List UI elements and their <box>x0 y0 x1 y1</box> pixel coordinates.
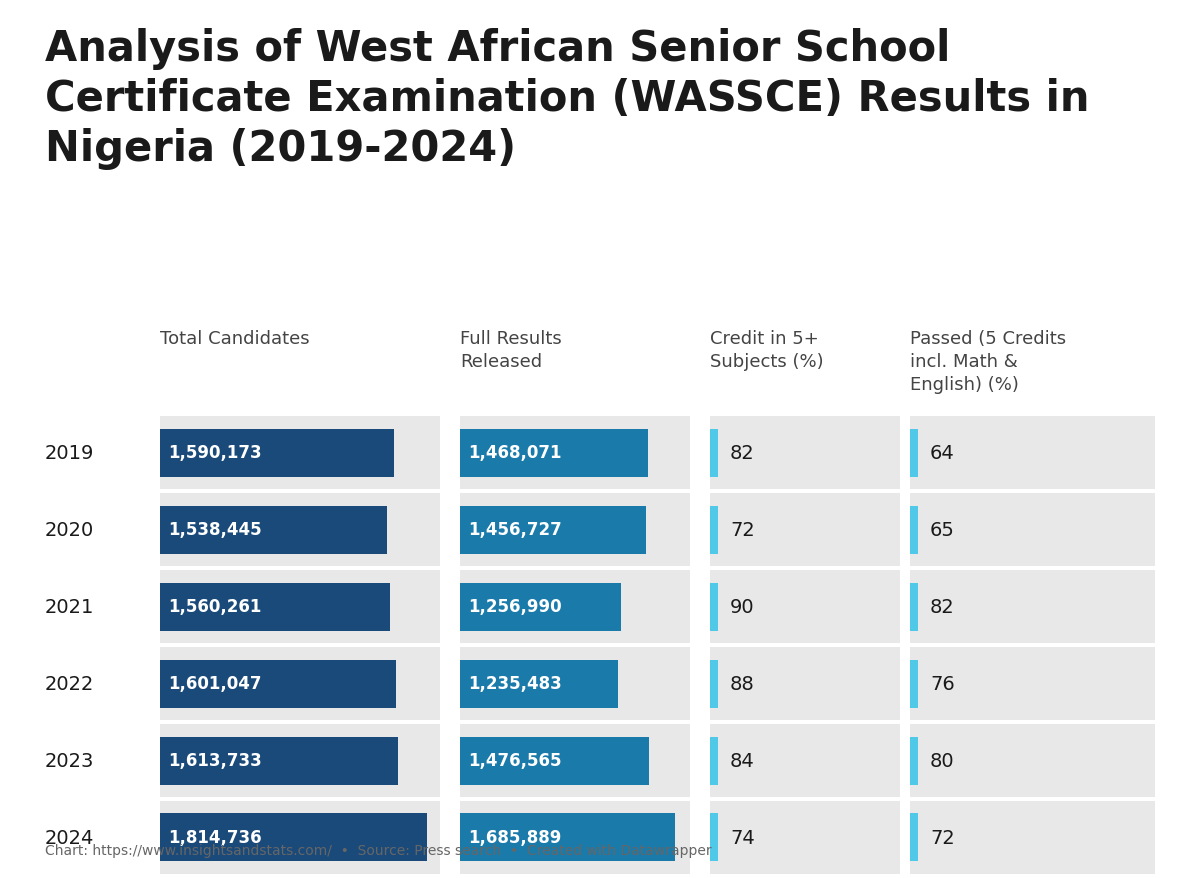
Bar <box>910 737 918 785</box>
Bar <box>460 416 690 489</box>
Bar <box>460 429 648 477</box>
Bar <box>460 571 690 644</box>
Bar <box>460 506 646 554</box>
Text: 1,560,261: 1,560,261 <box>168 598 262 615</box>
Bar <box>160 647 440 720</box>
Text: 82: 82 <box>730 443 755 463</box>
Text: 1,814,736: 1,814,736 <box>168 829 262 846</box>
Bar <box>710 416 900 489</box>
Text: Total Candidates: Total Candidates <box>160 329 310 348</box>
Bar <box>710 506 718 554</box>
Text: 72: 72 <box>930 828 955 847</box>
Bar <box>710 583 718 630</box>
Bar <box>910 493 1154 566</box>
Bar <box>910 429 918 477</box>
Text: 88: 88 <box>730 674 755 694</box>
Bar <box>460 724 690 797</box>
Text: 1,456,727: 1,456,727 <box>468 521 562 539</box>
Bar <box>160 659 396 708</box>
Bar <box>160 493 440 566</box>
Bar <box>460 814 676 861</box>
Text: 1,256,990: 1,256,990 <box>468 598 562 615</box>
Bar <box>460 801 690 874</box>
Text: Full Results
Released: Full Results Released <box>460 329 562 371</box>
Text: 2019: 2019 <box>46 443 95 463</box>
Text: 1,476,565: 1,476,565 <box>468 752 562 770</box>
Bar <box>460 583 620 630</box>
Text: 64: 64 <box>930 443 955 463</box>
Bar <box>160 724 440 797</box>
Text: Passed (5 Credits
incl. Math &
English) (%): Passed (5 Credits incl. Math & English) … <box>910 329 1066 393</box>
Text: 1,468,071: 1,468,071 <box>468 444 562 462</box>
Bar <box>460 493 690 566</box>
Bar <box>710 429 718 477</box>
Text: 2023: 2023 <box>46 752 95 770</box>
Bar <box>710 659 718 708</box>
Text: 2020: 2020 <box>46 521 95 539</box>
Bar <box>160 801 440 874</box>
Text: 80: 80 <box>930 752 955 770</box>
Bar <box>910 724 1154 797</box>
Text: 76: 76 <box>930 674 955 694</box>
Text: 1,601,047: 1,601,047 <box>168 674 262 693</box>
Bar <box>160 814 427 861</box>
Bar <box>710 647 900 720</box>
Text: 1,613,733: 1,613,733 <box>168 752 262 770</box>
Bar <box>710 571 900 644</box>
Text: 2021: 2021 <box>46 597 95 616</box>
Text: 65: 65 <box>930 521 955 539</box>
Text: Chart: https://www.insightsandstats.com/  •  Source: Press search  •  Created wi: Chart: https://www.insightsandstats.com/… <box>46 843 712 857</box>
Text: 84: 84 <box>730 752 755 770</box>
Text: 1,235,483: 1,235,483 <box>468 674 562 693</box>
Bar <box>910 571 1154 644</box>
Text: Credit in 5+
Subjects (%): Credit in 5+ Subjects (%) <box>710 329 823 371</box>
Bar <box>910 814 918 861</box>
Bar <box>910 659 918 708</box>
Bar <box>460 659 618 708</box>
Text: 72: 72 <box>730 521 755 539</box>
Bar <box>710 724 900 797</box>
Bar <box>710 737 718 785</box>
Bar <box>710 801 900 874</box>
Text: 90: 90 <box>730 597 755 616</box>
Text: 74: 74 <box>730 828 755 847</box>
Bar <box>160 429 395 477</box>
Bar <box>160 416 440 489</box>
Bar <box>160 737 398 785</box>
Bar <box>160 506 386 554</box>
Text: 1,685,889: 1,685,889 <box>468 829 562 846</box>
Bar <box>710 493 900 566</box>
Bar <box>160 571 440 644</box>
Text: 2022: 2022 <box>46 674 95 694</box>
Bar <box>160 583 390 630</box>
Bar <box>910 647 1154 720</box>
Text: Analysis of West African Senior School
Certificate Examination (WASSCE) Results : Analysis of West African Senior School C… <box>46 28 1090 170</box>
Bar <box>910 801 1154 874</box>
Bar <box>910 416 1154 489</box>
Bar <box>910 583 918 630</box>
Bar <box>710 814 718 861</box>
Bar <box>460 647 690 720</box>
Bar <box>910 506 918 554</box>
Text: 2024: 2024 <box>46 828 95 847</box>
Text: 1,590,173: 1,590,173 <box>168 444 262 462</box>
Bar <box>460 737 649 785</box>
Text: 1,538,445: 1,538,445 <box>168 521 262 539</box>
Text: 82: 82 <box>930 597 955 616</box>
